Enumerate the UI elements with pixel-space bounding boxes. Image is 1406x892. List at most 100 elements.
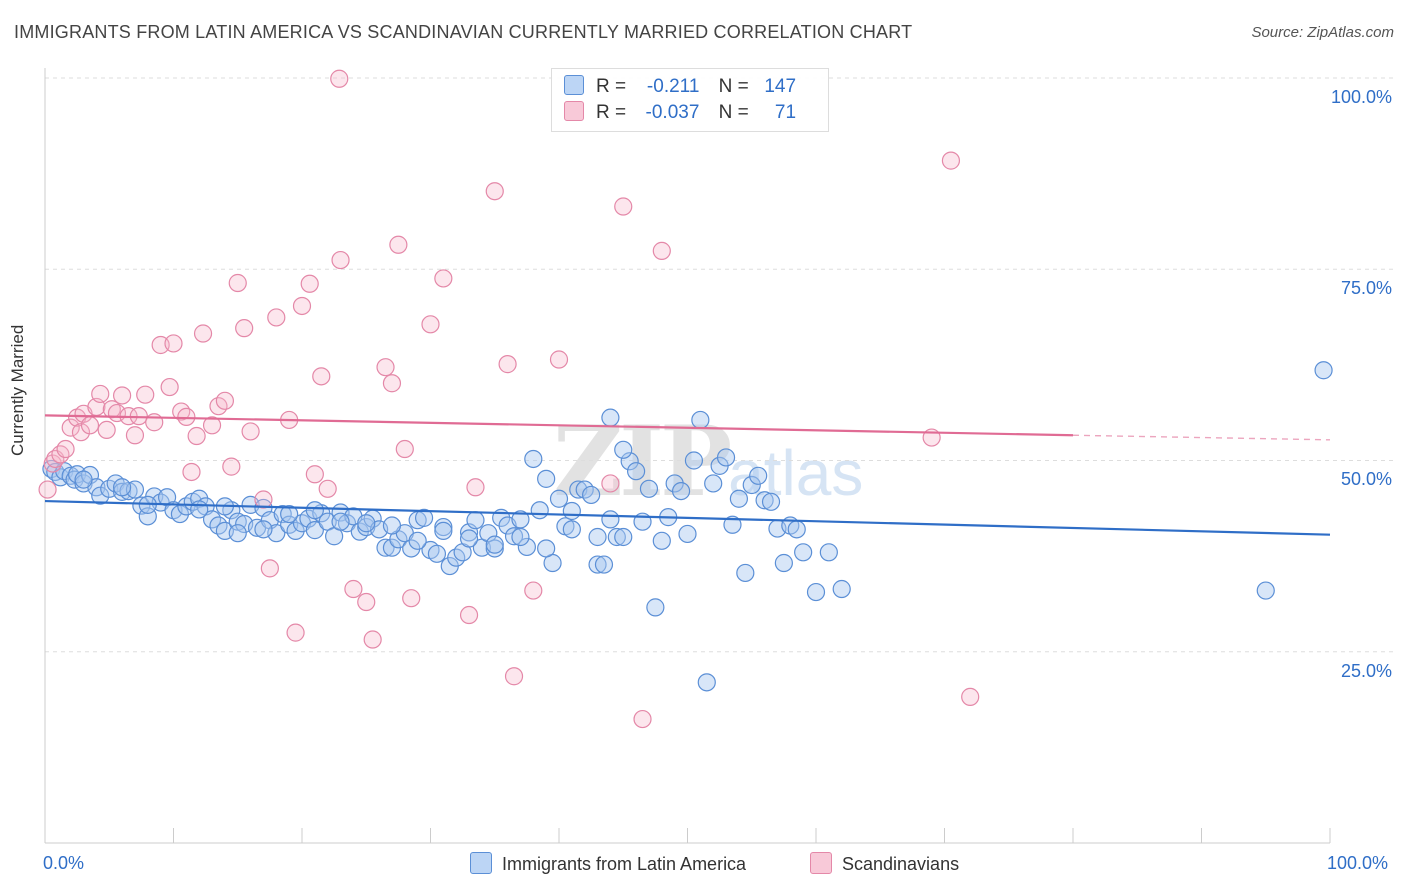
point-latin-america — [485, 539, 504, 558]
point-latin-america — [305, 521, 324, 540]
point-latin-america — [511, 527, 530, 547]
point-latin-america — [614, 440, 633, 459]
point-scandinavians — [485, 182, 504, 201]
point-scandinavians — [254, 490, 273, 509]
point-latin-america — [537, 539, 556, 558]
point-scandinavians — [228, 273, 247, 293]
legend-item-latin-america: Immigrants from Latin America — [470, 852, 746, 876]
point-scandinavians — [421, 315, 440, 334]
r-label: R = — [596, 102, 627, 123]
point-scandinavians — [652, 241, 671, 260]
point-latin-america — [524, 449, 543, 469]
point-scandinavians — [357, 592, 376, 612]
point-latin-america — [434, 517, 453, 537]
point-latin-america — [620, 452, 639, 471]
pink-swatch-icon — [810, 852, 832, 874]
point-scandinavians — [260, 559, 279, 578]
point-scandinavians — [504, 667, 524, 686]
point-latin-america — [761, 492, 781, 511]
source-credit: Source: ZipAtlas.com — [1251, 24, 1394, 41]
point-scandinavians — [71, 423, 91, 442]
point-scandinavians — [136, 385, 155, 404]
point-latin-america — [614, 527, 633, 547]
point-scandinavians — [614, 197, 633, 216]
x-tick-label-0: 0.0% — [43, 853, 85, 873]
point-latin-america — [434, 521, 453, 540]
point-latin-america — [832, 579, 851, 599]
point-latin-america — [601, 408, 620, 427]
point-scandinavians — [125, 426, 145, 445]
point-scandinavians — [318, 479, 337, 498]
trendline-scandinavians — [44, 414, 1074, 437]
trendline-extension-scandinavians — [1072, 434, 1331, 441]
point-latin-america — [1256, 581, 1275, 600]
point-latin-america — [228, 524, 247, 543]
n-value: 147 — [764, 76, 797, 97]
point-scandinavians — [182, 462, 201, 482]
stats-row-latin-america: R = -0.211 N = 147 — [564, 75, 796, 101]
point-latin-america — [691, 410, 710, 430]
point-scandinavians — [292, 296, 312, 316]
point-latin-america — [459, 529, 479, 548]
point-latin-america — [337, 514, 357, 533]
point-latin-america — [549, 489, 569, 508]
point-scandinavians — [941, 151, 961, 170]
point-latin-america — [254, 520, 273, 539]
point-scandinavians — [459, 605, 479, 625]
point-latin-america — [504, 527, 524, 546]
point-latin-america — [537, 469, 556, 488]
chart-title: IMMIGRANTS FROM LATIN AMERICA VS SCANDIN… — [14, 22, 913, 42]
r-value: -0.037 — [645, 102, 700, 123]
point-scandinavians — [312, 367, 331, 386]
point-latin-america — [190, 500, 209, 519]
point-scandinavians — [56, 439, 75, 459]
point-scandinavians — [222, 457, 241, 476]
point-latin-america — [91, 486, 110, 505]
point-scandinavians — [172, 402, 191, 421]
point-scandinavians — [601, 474, 620, 493]
point-scandinavians — [305, 465, 324, 484]
point-scandinavians — [376, 358, 395, 377]
point-latin-america — [704, 474, 723, 493]
point-scandinavians — [61, 418, 80, 437]
point-scandinavians — [395, 439, 414, 459]
point-latin-america — [376, 538, 395, 557]
point-scandinavians — [38, 480, 57, 499]
blue-swatch-icon — [564, 75, 584, 95]
point-latin-america — [408, 531, 427, 550]
point-latin-america — [774, 553, 793, 573]
pink-swatch-icon — [564, 101, 584, 121]
point-latin-america — [819, 543, 838, 562]
point-scandinavians — [498, 355, 517, 374]
y-tick-label-50: 50.0% — [1340, 469, 1392, 489]
point-latin-america — [280, 504, 299, 524]
point-latin-america — [742, 475, 761, 495]
point-latin-america — [716, 448, 736, 467]
point-latin-america — [684, 451, 704, 470]
point-latin-america — [331, 512, 350, 531]
y-tick-label-75: 75.0% — [1340, 278, 1392, 298]
point-scandinavians — [97, 420, 116, 439]
point-scandinavians — [344, 579, 363, 599]
point-latin-america — [562, 520, 581, 539]
point-latin-america — [787, 520, 806, 539]
point-latin-america — [794, 543, 813, 562]
n-label: N = — [718, 76, 749, 97]
point-scandinavians — [51, 445, 70, 464]
n-value: 71 — [774, 102, 797, 123]
point-scandinavians — [633, 709, 652, 729]
point-latin-america — [427, 544, 447, 563]
y-axis-label: Currently Married — [8, 324, 27, 456]
point-scandinavians — [80, 416, 100, 435]
legend-label: Scandinavians — [842, 854, 960, 874]
point-latin-america — [639, 479, 659, 498]
point-latin-america — [588, 527, 607, 547]
point-latin-america — [517, 537, 536, 557]
point-scandinavians — [330, 69, 349, 88]
blue-swatch-icon — [470, 852, 492, 874]
point-latin-america — [594, 555, 614, 574]
point-latin-america — [357, 514, 376, 533]
point-latin-america — [273, 504, 292, 524]
legend-item-scandinavians: Scandinavians — [810, 852, 959, 876]
point-scandinavians — [112, 386, 132, 405]
